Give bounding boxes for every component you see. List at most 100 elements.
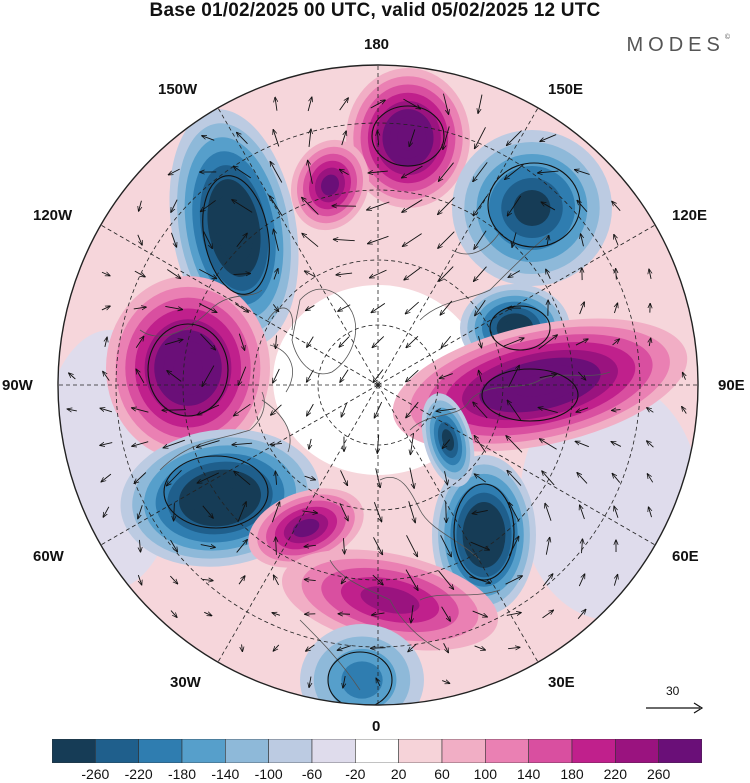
wind-vector (138, 574, 141, 585)
wind-vector (377, 434, 378, 454)
wind-vector (506, 130, 522, 146)
lon-label-60w: 60W (33, 548, 64, 565)
wind-vector (440, 535, 452, 556)
wind-vector (614, 303, 617, 314)
wind-vector (235, 303, 249, 312)
positive-anomaly-greenland-sea (248, 488, 364, 568)
wind-vector (440, 300, 453, 315)
wind-vector (341, 576, 348, 583)
wind-vector (473, 402, 488, 419)
wind-vector (539, 374, 556, 379)
wind-vector (580, 505, 585, 520)
wind-vector (472, 509, 488, 513)
wind-vector (341, 402, 348, 417)
colorbar-swatch (658, 739, 702, 763)
wind-vector (202, 136, 215, 141)
wind-vector (443, 643, 449, 652)
wind-vector (542, 574, 553, 587)
wind-vector (474, 645, 486, 650)
wind-vector (203, 231, 213, 248)
wind-vector (271, 404, 282, 415)
wind-vector (200, 333, 216, 350)
wind-vector (137, 234, 142, 245)
wind-vector (138, 505, 143, 519)
wind-vector (406, 535, 417, 556)
wind-vector (168, 168, 180, 175)
colorbar-tick-label: 220 (603, 766, 628, 782)
wind-vector (474, 127, 486, 148)
wind-vector (105, 337, 107, 347)
colorbar-tick-label: -180 (167, 766, 197, 782)
wind-vector (474, 266, 487, 282)
negative-anomaly-gulf-of-alaska-level-8 (222, 207, 246, 249)
meridian-line (377, 224, 656, 386)
wind-vector (272, 304, 278, 311)
wind-vector (167, 371, 182, 382)
wind-vector (233, 273, 250, 274)
wind-vector (508, 365, 520, 387)
wind-vector (270, 443, 282, 444)
wind-vector (200, 545, 215, 548)
wind-vector (202, 365, 215, 387)
wind-vector (135, 336, 144, 349)
colorbar-tick-label: 180 (560, 766, 584, 782)
coastline-layer (139, 231, 611, 691)
wind-vector (374, 401, 383, 418)
wind-vector (306, 305, 315, 310)
wind-vector (442, 439, 451, 449)
wind-vector (441, 606, 451, 621)
wind-vector (442, 93, 448, 115)
contour-gulf-alaska (202, 175, 270, 295)
wind-vector (273, 644, 280, 651)
map-field (58, 65, 698, 705)
wind-vector (202, 505, 213, 518)
latitude-circle (182, 189, 574, 581)
wind-vector (67, 409, 77, 411)
wind-vector (367, 201, 390, 210)
wind-vector (579, 302, 585, 315)
wind-vector (162, 410, 187, 411)
wind-vector (442, 681, 450, 684)
colorbar-swatch (571, 739, 616, 763)
colorbar-swatch (441, 739, 486, 763)
wind-vector (503, 338, 524, 347)
wind-vector (238, 576, 245, 585)
colorbar-swatch (398, 739, 443, 763)
wind-vector (306, 369, 314, 382)
wind-vector (103, 371, 110, 381)
wind-vector (541, 202, 556, 211)
wind-vector (339, 169, 349, 176)
wind-vector (165, 306, 182, 309)
wind-vector (275, 335, 276, 348)
latitude-circle (115, 122, 641, 648)
wind-vector (372, 336, 385, 347)
wind-vector (404, 267, 421, 280)
colorbar-swatch (485, 739, 529, 763)
wind-vector (302, 233, 319, 248)
wind-vector (132, 441, 149, 447)
wind-vector (133, 307, 146, 309)
wind-vector (505, 164, 524, 180)
wind-vector (139, 539, 140, 552)
wind-vector (101, 272, 110, 276)
wind-vector (474, 435, 487, 453)
colorbar-tick-label: 20 (390, 766, 407, 782)
colorbar-swatch (268, 739, 313, 763)
wind-vector (441, 335, 452, 347)
wind-vector (338, 614, 350, 615)
wind-vector (237, 132, 248, 144)
colorbar-tick-label: 140 (516, 766, 541, 782)
wind-vector (446, 501, 447, 522)
wind-vector (237, 502, 246, 523)
wind-vector (445, 471, 448, 485)
wind-vector (406, 401, 419, 418)
wind-vector (478, 336, 481, 348)
colorbar-tick-label: -220 (124, 766, 153, 782)
wind-vector (103, 506, 110, 517)
colorbar-swatch (355, 739, 399, 763)
wind-vector (368, 235, 389, 243)
wind-vector (271, 502, 279, 523)
colorbar-swatch (138, 739, 183, 763)
positive-anomaly-canada-level-8 (173, 351, 203, 385)
meridian-line (377, 384, 656, 546)
